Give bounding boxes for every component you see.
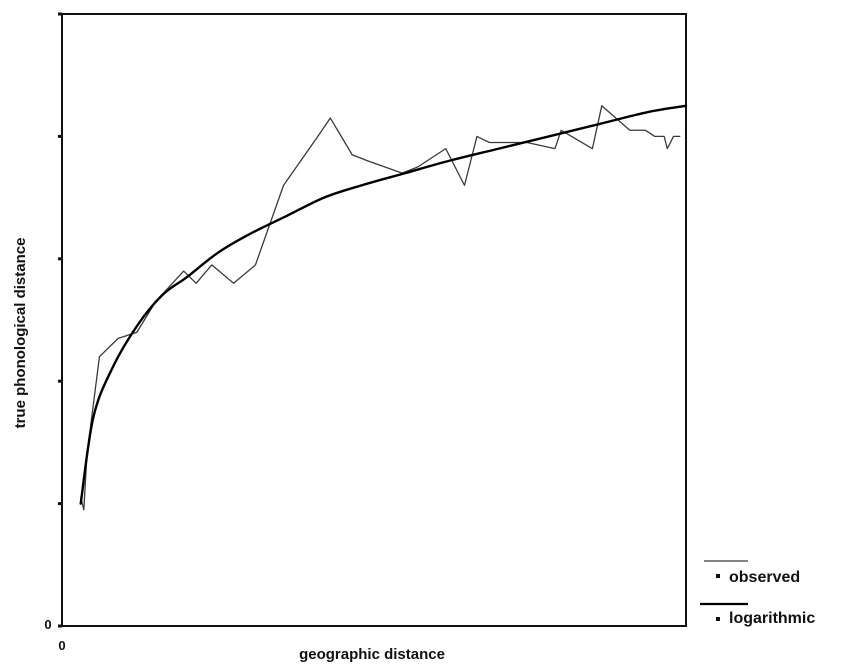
- legend-marker-logarithmic: [716, 617, 720, 621]
- plot-frame: [61, 13, 687, 627]
- series-layer: [79, 104, 688, 511]
- series-line-observed: [80, 105, 681, 511]
- legend-marker-observed: [716, 574, 720, 578]
- y-axis-label: true phonological distance: [12, 238, 29, 429]
- legend-label-observed: observed: [729, 569, 800, 586]
- x-axis-label: geographic distance: [299, 646, 445, 663]
- legend: observed logarithmic: [700, 560, 815, 627]
- legend-label-logarithmic: logarithmic: [729, 610, 815, 627]
- y-axis-ticks: [58, 12, 62, 628]
- series-line-logarithmic: [79, 104, 688, 505]
- x-origin-tick-label: 0: [58, 638, 65, 653]
- y-origin-tick-label: 0: [44, 617, 51, 632]
